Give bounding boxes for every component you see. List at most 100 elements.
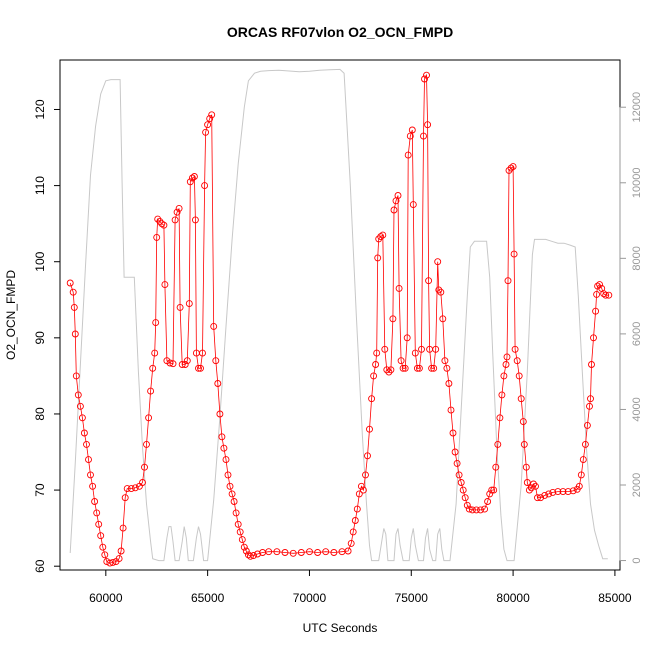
data-point: [579, 456, 587, 464]
altitude-line: [69, 68, 608, 562]
data-point: [484, 498, 492, 505]
data-point: [494, 440, 502, 448]
data-point: [158, 220, 166, 228]
data-point: [97, 532, 105, 540]
data-point: [459, 486, 467, 494]
data-point: [93, 509, 101, 517]
data-point: [355, 490, 363, 498]
data-point: [424, 121, 432, 129]
data-point: [344, 547, 352, 555]
x-tick-label: 65000: [191, 591, 225, 605]
x-tick-label: 75000: [395, 591, 429, 605]
data-point: [404, 151, 412, 159]
data-point: [173, 208, 181, 216]
data-point: [587, 395, 594, 403]
data-point: [520, 440, 528, 448]
x-tick-label: 85000: [598, 591, 632, 605]
data-point: [505, 166, 513, 174]
data-point: [224, 471, 232, 479]
y-axis: 60 70 80 90 100 110 120: [33, 99, 61, 573]
y-tick-label: 120: [33, 99, 47, 119]
data-point: [569, 487, 577, 495]
right-tick-label: 4000: [631, 397, 643, 421]
data-point: [314, 549, 322, 556]
data-point: [437, 288, 445, 296]
data-point: [397, 357, 405, 365]
data-point: [234, 520, 242, 528]
data-point: [498, 391, 506, 399]
data-point: [449, 429, 457, 437]
data-point: [522, 463, 530, 471]
data-point: [330, 549, 338, 556]
data-point: [72, 372, 80, 380]
data-point: [515, 372, 523, 380]
data-point: [121, 494, 129, 502]
data-point: [183, 357, 191, 365]
data-point: [240, 543, 248, 551]
data-point: [216, 410, 224, 418]
data-point: [186, 178, 194, 186]
data-point: [127, 485, 135, 493]
data-point: [394, 192, 402, 199]
data-point: [83, 440, 90, 448]
data-point: [197, 364, 204, 372]
data-point: [368, 395, 376, 403]
data-point: [359, 486, 367, 494]
y-tick-label: 80: [33, 407, 47, 421]
data-point: [191, 216, 199, 224]
data-point: [149, 364, 157, 372]
data-point: [373, 349, 381, 357]
data-point: [503, 353, 511, 361]
data-point: [435, 286, 443, 294]
data-point: [510, 250, 518, 258]
data-point: [76, 402, 84, 410]
data-point: [525, 486, 533, 494]
data-point: [246, 552, 254, 560]
data-point: [423, 71, 430, 79]
data-point: [154, 215, 162, 223]
data-point: [411, 349, 419, 357]
data-point: [472, 506, 480, 514]
data-point: [403, 334, 411, 342]
data-point: [602, 291, 610, 299]
data-point: [204, 121, 212, 129]
data-point: [156, 217, 164, 225]
data-point: [117, 547, 125, 555]
data-point: [406, 132, 414, 140]
data-point: [486, 490, 494, 498]
data-point: [119, 524, 127, 532]
data-point: [281, 549, 289, 556]
data-point: [583, 421, 591, 429]
data-point: [401, 364, 409, 372]
data-point: [577, 471, 585, 479]
data-point: [95, 520, 103, 528]
data-point: [420, 132, 427, 140]
data-point: [353, 505, 361, 513]
data-point: [357, 482, 365, 490]
data-point: [364, 452, 371, 460]
data-point: [70, 303, 78, 311]
data-point: [178, 361, 186, 368]
data-point: [306, 548, 313, 556]
data-point: [297, 549, 305, 556]
data-point: [214, 380, 222, 387]
data-point: [151, 349, 159, 357]
data-point: [502, 361, 510, 368]
data-point: [389, 315, 397, 323]
plot-frame: [59, 59, 621, 571]
data-point: [596, 281, 604, 289]
data-point: [244, 551, 252, 559]
data-point: [463, 501, 471, 509]
data-point: [455, 471, 463, 479]
right-tick-label: 8000: [631, 246, 643, 270]
data-point: [461, 494, 469, 502]
data-point: [322, 548, 330, 556]
data-point: [409, 201, 417, 209]
right-tick-label: 6000: [631, 322, 643, 346]
data-point: [202, 128, 210, 136]
data-point: [445, 380, 453, 387]
data-point: [534, 494, 541, 502]
data-point: [123, 485, 131, 493]
data-point: [199, 349, 206, 357]
data-point: [171, 216, 179, 224]
